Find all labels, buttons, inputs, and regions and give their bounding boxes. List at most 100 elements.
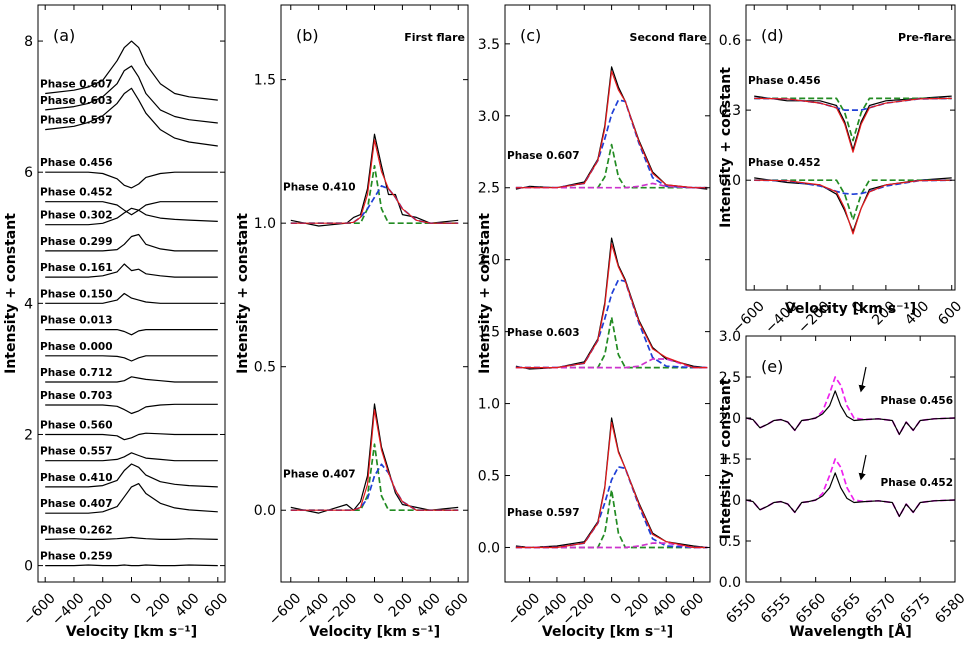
panel-label: (c) (520, 26, 541, 45)
phase-label: Phase 0.456 (881, 395, 954, 407)
spectrum-line (515, 70, 708, 189)
y-tick-label: 1.0 (719, 493, 741, 509)
y-tick-label: 0.5 (719, 534, 741, 550)
phase-label: Phase 0.452 (40, 187, 113, 199)
y-tick-label: 3.5 (478, 37, 500, 53)
y-tick-label: 1.5 (478, 325, 500, 341)
spectrum-line (515, 421, 708, 549)
x-tick-label: 6580 (932, 590, 969, 627)
spectrum-line (45, 233, 218, 252)
y-tick-label: 8 (24, 34, 33, 50)
x-tick-label: 0 (608, 590, 626, 608)
x-tick-label: −600 (20, 590, 59, 629)
phase-label: Phase 0.597 (507, 507, 580, 519)
spectrum-line (290, 409, 459, 511)
x-tick-label: 0 (127, 590, 145, 608)
phase-label: Phase 0.597 (40, 115, 113, 127)
panel-label: (d) (761, 26, 784, 45)
phase-label: Phase 0.456 (40, 157, 113, 169)
x-axis-label: Velocity [km s⁻¹] (66, 624, 197, 640)
phase-label: Phase 0.456 (748, 75, 821, 87)
spectrum-line (45, 40, 218, 101)
y-tick-label: 1.5 (254, 73, 276, 89)
spectrum-line (45, 87, 218, 147)
y-tick-label: 1.0 (478, 397, 500, 413)
y-tick-label: 0.0 (478, 540, 500, 556)
x-tick-label: 200 (622, 590, 652, 620)
spectrum-line (290, 133, 459, 227)
x-tick-label: 6565 (828, 590, 865, 627)
x-tick-label: 600 (935, 298, 965, 328)
spectrum-line (45, 483, 218, 514)
phase-label: Phase 0.452 (748, 157, 821, 169)
spectrum-line (290, 164, 459, 225)
spectrum-line (754, 97, 952, 153)
x-axis-label: Wavelength [Å] (789, 623, 911, 640)
spectrum-line (746, 390, 955, 435)
spectrum-line (45, 432, 218, 441)
x-tick-label: 400 (414, 590, 444, 620)
phase-label: Phase 0.603 (507, 327, 580, 339)
x-axis-label: Velocity [km s⁻¹] (785, 301, 916, 317)
spectrum-line (754, 179, 952, 235)
spectrum-line (515, 182, 708, 189)
phase-label: Phase 0.259 (40, 551, 113, 563)
plot-area (290, 133, 459, 514)
x-tick-label: 0 (370, 590, 388, 608)
spectrum-line (746, 472, 955, 517)
y-tick-label: 2.0 (478, 253, 500, 269)
spectrum-line (45, 207, 218, 226)
spectrum-line (45, 329, 218, 336)
y-tick-label: 0.0 (254, 503, 276, 519)
x-tick-label: 600 (677, 590, 707, 620)
spectrum-line (515, 542, 708, 549)
phase-label: Phase 0.407 (40, 498, 113, 510)
phase-label: Phase 0.712 (40, 367, 113, 379)
spectrum-line (45, 65, 218, 124)
spectrum-line (754, 95, 952, 151)
spectrum-line (45, 355, 218, 362)
spectrum-line (754, 179, 952, 221)
y-tick-label: 1.5 (719, 452, 741, 468)
plot-area (746, 376, 955, 518)
spectrum-line (45, 463, 218, 488)
spectrum-line (754, 179, 952, 196)
x-tick-label: 400 (172, 590, 202, 620)
y-tick-label: 0.3 (719, 103, 741, 119)
phase-label: Phase 0.607 (507, 150, 580, 162)
spectrum-line (45, 292, 218, 304)
y-tick-label: 2.5 (719, 370, 741, 386)
phase-label: Phase 0.150 (40, 288, 113, 300)
spectrum-line (515, 243, 708, 369)
spectrum-line (290, 139, 459, 224)
x-tick-label: 6575 (897, 590, 934, 627)
spectrum-line (746, 458, 955, 518)
phase-label: Phase 0.013 (40, 315, 113, 327)
y-tick-label: 0 (24, 559, 33, 575)
plot-area (45, 40, 218, 567)
phase-label: Phase 0.262 (40, 524, 113, 536)
y-tick-label: 0.0 (719, 575, 741, 591)
y-axis-label: Intensity + constant (477, 213, 493, 374)
spectrum-line (45, 536, 218, 540)
phase-label: Phase 0.299 (40, 236, 113, 248)
y-tick-label: 6 (24, 165, 33, 181)
spectrum-line (515, 358, 708, 369)
y-axis-label: Intensity + constant (235, 213, 251, 374)
spectrum-line (746, 376, 955, 436)
x-tick-label: 600 (201, 590, 231, 620)
x-tick-label: 200 (144, 590, 174, 620)
y-tick-label: 0.6 (719, 33, 741, 49)
y-tick-label: 3.0 (478, 109, 500, 125)
phase-label: Phase 0.410 (40, 472, 113, 484)
spectrum-line (515, 316, 708, 369)
y-tick-label: 0.0 (719, 173, 741, 189)
x-axis-label: Velocity [km s⁻¹] (309, 624, 440, 640)
panel-label: (e) (761, 357, 783, 376)
y-tick-label: 2.0 (719, 411, 741, 427)
x-tick-label: 400 (650, 590, 680, 620)
axes-frame (745, 4, 956, 291)
phase-label: Phase 0.603 (40, 95, 113, 107)
spectrum-line (754, 97, 952, 142)
